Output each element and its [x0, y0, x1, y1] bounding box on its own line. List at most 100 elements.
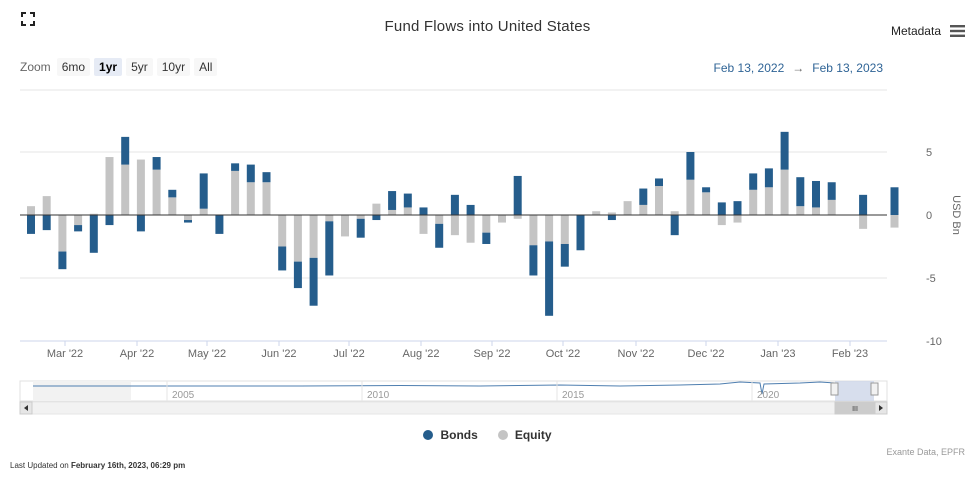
equity-bar[interactable] [262, 182, 271, 215]
equity-bar[interactable] [309, 215, 318, 258]
bonds-bar[interactable] [749, 173, 758, 190]
equity-bar[interactable] [246, 182, 255, 215]
equity-bar[interactable] [356, 215, 365, 219]
legend-item-equity[interactable]: Equity [497, 428, 552, 442]
equity-bar[interactable] [58, 215, 67, 252]
bonds-bar[interactable] [576, 215, 585, 251]
bonds-bar[interactable] [168, 189, 177, 198]
bonds-bar[interactable] [89, 215, 98, 253]
equity-bar[interactable] [733, 215, 742, 223]
date-from-input[interactable]: Feb 13, 2022 [713, 61, 785, 75]
equity-bar[interactable] [498, 215, 506, 223]
bonds-bar[interactable] [796, 177, 805, 207]
equity-bar[interactable] [168, 197, 177, 215]
equity-bar[interactable] [450, 215, 459, 236]
bonds-bar[interactable] [231, 163, 240, 171]
bonds-bar[interactable] [121, 136, 130, 165]
bonds-bar[interactable] [717, 202, 726, 215]
bonds-bar[interactable] [780, 131, 789, 170]
equity-bar[interactable] [27, 206, 35, 215]
bonds-bar[interactable] [812, 180, 820, 208]
bonds-bar[interactable] [246, 164, 255, 183]
scrollbar[interactable]: III [19, 401, 888, 415]
equity-bar[interactable] [388, 209, 397, 215]
equity-bar[interactable] [623, 201, 632, 215]
equity-bar[interactable] [764, 187, 773, 215]
equity-bar[interactable] [812, 207, 820, 215]
hamburger-menu-icon[interactable] [950, 25, 965, 37]
bonds-bar[interactable] [42, 215, 51, 231]
equity-bar[interactable] [639, 204, 648, 215]
bonds-bar[interactable] [655, 178, 663, 187]
bonds-bar[interactable] [827, 182, 836, 200]
bonds-bar[interactable] [262, 172, 271, 183]
bonds-bar[interactable] [764, 168, 773, 188]
bonds-bar[interactable] [199, 173, 208, 209]
bonds-bar[interactable] [105, 215, 114, 226]
equity-bar[interactable] [435, 215, 444, 224]
metadata-button[interactable]: Metadata [891, 24, 965, 38]
equity-bar[interactable] [121, 164, 130, 215]
equity-bar[interactable] [152, 169, 161, 215]
bonds-bar[interactable] [58, 251, 67, 270]
bonds-bar[interactable] [325, 221, 334, 276]
bonds-bar[interactable] [702, 187, 711, 193]
range-button-1yr[interactable]: 1yr [94, 58, 123, 76]
equity-bar[interactable] [278, 215, 287, 247]
bonds-bar[interactable] [435, 223, 444, 248]
equity-bar[interactable] [560, 215, 569, 244]
equity-bar[interactable] [105, 157, 114, 215]
legend-item-bonds[interactable]: Bonds [423, 428, 478, 442]
fullscreen-icon[interactable] [21, 12, 35, 26]
equity-bar[interactable] [231, 170, 240, 215]
scrollbar-track[interactable] [19, 401, 888, 415]
equity-bar[interactable] [403, 207, 412, 215]
equity-bar[interactable] [780, 169, 789, 215]
bonds-bar[interactable] [293, 261, 302, 289]
credits[interactable]: Exante Data, EPFR [886, 447, 965, 457]
equity-bar[interactable] [749, 189, 758, 215]
equity-bar[interactable] [513, 215, 522, 219]
equity-bar[interactable] [466, 215, 475, 243]
equity-bar[interactable] [341, 215, 349, 237]
bonds-bar[interactable] [309, 257, 318, 306]
equity-bar[interactable] [293, 215, 302, 262]
equity-bar[interactable] [89, 213, 98, 215]
range-button-5yr[interactable]: 5yr [126, 58, 153, 76]
range-button-all[interactable]: All [194, 58, 218, 76]
bonds-bar[interactable] [388, 191, 397, 210]
equity-bar[interactable] [717, 215, 726, 226]
equity-bar[interactable] [670, 211, 679, 215]
equity-bar[interactable] [136, 159, 145, 215]
bonds-bar[interactable] [560, 243, 569, 267]
bonds-bar[interactable] [403, 193, 412, 208]
bonds-bar[interactable] [466, 204, 475, 215]
bonds-bar[interactable] [450, 194, 459, 215]
navigator-selected-range[interactable] [835, 381, 874, 401]
range-button-6mo[interactable]: 6mo [56, 58, 91, 76]
equity-bar[interactable] [796, 206, 805, 215]
date-to-input[interactable]: Feb 13, 2023 [812, 61, 883, 75]
bonds-bar[interactable] [482, 232, 491, 244]
bonds-bar[interactable] [733, 201, 742, 215]
bonds-bar[interactable] [545, 241, 554, 316]
bonds-bar[interactable] [356, 218, 365, 238]
bonds-bar[interactable] [278, 246, 287, 271]
bonds-bar[interactable] [670, 215, 679, 236]
equity-bar[interactable] [199, 208, 208, 215]
bonds-bar[interactable] [686, 152, 695, 180]
bonds-bar[interactable] [27, 215, 35, 234]
bonds-bar[interactable] [152, 157, 161, 170]
equity-bar[interactable] [686, 179, 695, 215]
equity-bar[interactable] [74, 215, 83, 226]
equity-bar[interactable] [529, 215, 538, 246]
equity-bar[interactable] [890, 215, 899, 228]
bonds-bar[interactable] [215, 215, 224, 234]
equity-bar[interactable] [655, 186, 663, 215]
bonds-bar[interactable] [607, 215, 616, 221]
bonds-bar[interactable] [859, 194, 868, 215]
navigator-handle-left[interactable] [830, 382, 839, 396]
navigator-handle-right[interactable] [870, 382, 879, 396]
equity-bar[interactable] [482, 215, 491, 233]
bonds-bar[interactable] [890, 187, 899, 215]
